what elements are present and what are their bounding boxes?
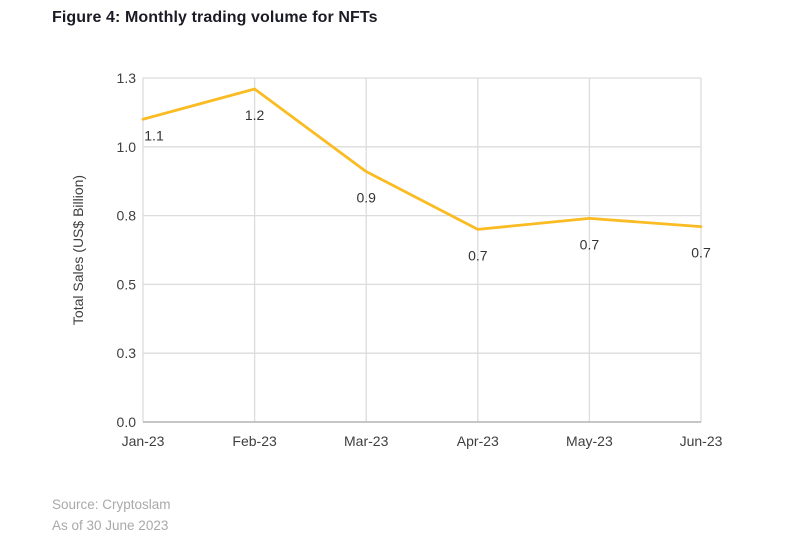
data-label: 0.7 (580, 236, 600, 252)
x-tick-label: Mar-23 (344, 433, 389, 449)
as-of-line: As of 30 June 2023 (52, 518, 169, 533)
source-line: Source: Cryptoslam (52, 497, 171, 512)
x-tick-label: Feb-23 (232, 433, 277, 449)
y-tick-label: 1.3 (117, 70, 137, 86)
x-tick-label: Jun-23 (680, 433, 723, 449)
y-tick-label: 1.0 (117, 139, 137, 155)
figure-title: Figure 4: Monthly trading volume for NFT… (52, 9, 378, 26)
y-axis-title: Total Sales (US$ Billion) (70, 175, 86, 325)
source-note: Source: Cryptoslam As of 30 June 2023 (52, 494, 171, 536)
data-label: 0.7 (468, 247, 488, 263)
y-tick-label: 0.0 (117, 414, 137, 430)
data-label: 0.9 (356, 190, 376, 206)
y-tick-label: 0.3 (117, 345, 137, 361)
x-tick-label: Jan-23 (122, 433, 165, 449)
data-label: 0.7 (691, 245, 711, 261)
data-label: 1.1 (144, 127, 164, 143)
series-line (141, 87, 703, 231)
y-tick-label: 0.5 (117, 276, 137, 292)
data-label: 1.2 (245, 107, 265, 123)
x-tick-label: May-23 (566, 433, 613, 449)
y-tick-label: 0.8 (117, 208, 137, 224)
x-tick-label: Apr-23 (457, 433, 499, 449)
